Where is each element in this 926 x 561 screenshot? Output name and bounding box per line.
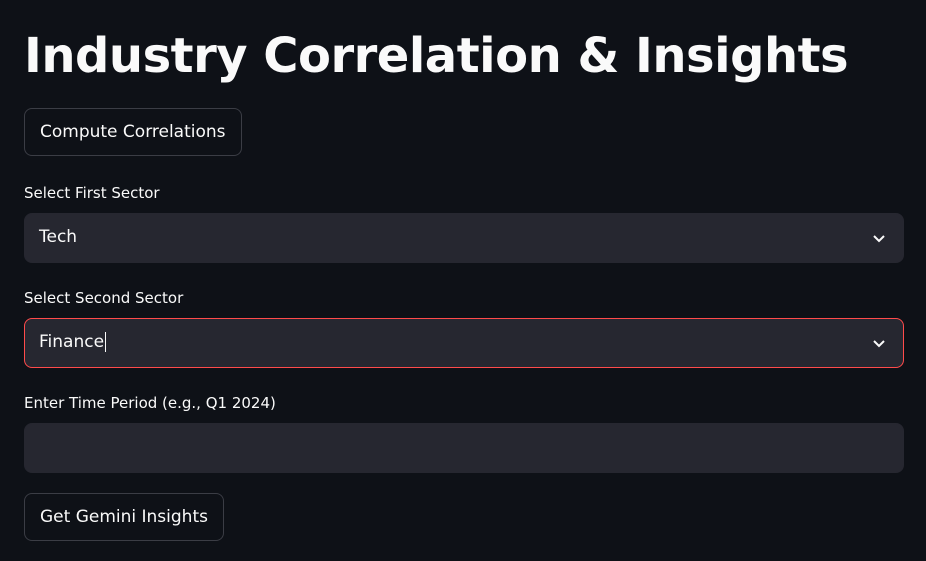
- compute-correlations-button[interactable]: Compute Correlations: [24, 108, 242, 156]
- second-sector-value-wrap: Finance: [39, 332, 107, 352]
- page-title: Industry Correlation & Insights: [24, 28, 849, 84]
- text-cursor: [105, 332, 107, 352]
- second-sector-value: Finance: [39, 332, 105, 352]
- time-period-label: Enter Time Period (e.g., Q1 2024): [24, 394, 276, 412]
- second-sector-select[interactable]: Finance: [24, 318, 904, 368]
- first-sector-value: Tech: [39, 227, 78, 247]
- first-sector-select[interactable]: Tech: [24, 213, 904, 263]
- second-sector-label: Select Second Sector: [24, 289, 184, 307]
- time-period-input[interactable]: [24, 423, 904, 473]
- get-gemini-insights-button[interactable]: Get Gemini Insights: [24, 493, 224, 541]
- first-sector-label: Select First Sector: [24, 184, 160, 202]
- chevron-down-icon[interactable]: [871, 230, 887, 246]
- chevron-down-icon[interactable]: [871, 335, 887, 351]
